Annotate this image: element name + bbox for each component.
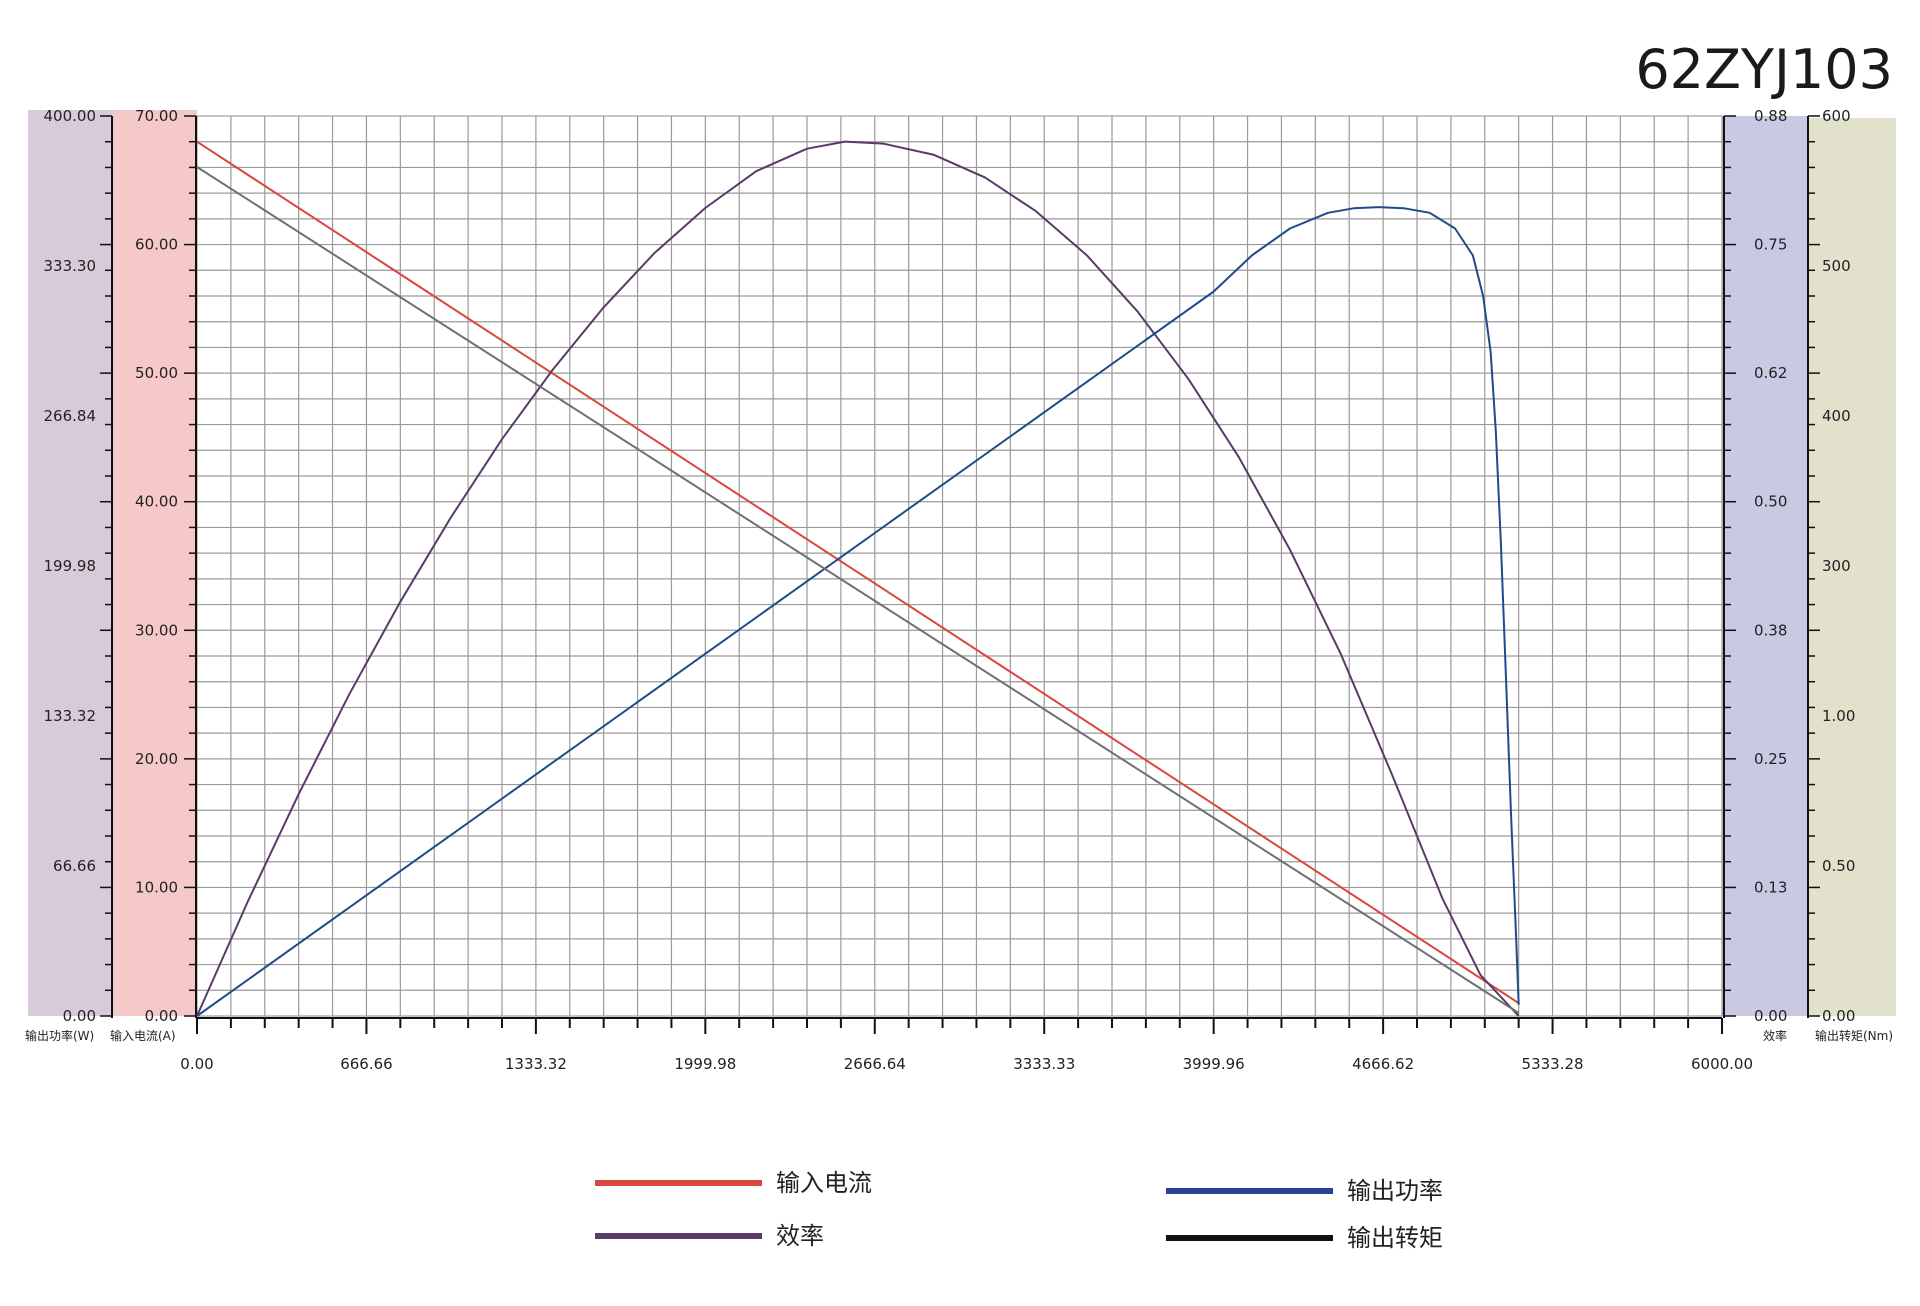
plot-area [196,115,1723,1017]
torque-axis-band [1808,118,1896,1016]
efficiency-tick-label: 0.62 [1754,364,1787,382]
power-tick-label: 199.98 [44,557,97,575]
power-tick-label: 266.84 [44,407,97,425]
x-tick-label: 4666.62 [1352,1055,1414,1073]
torque-axis-title: 输出转矩(Nm) [1815,1028,1893,1043]
series-line-torque [196,166,1520,1014]
current-tick-label: 40.00 [135,493,178,511]
current-tick-label: 70.00 [135,107,178,125]
current-tick-label: 10.00 [135,878,178,896]
efficiency-tick-label: 0.50 [1754,493,1787,511]
legend-label: 输出功率 [1347,1177,1443,1205]
series-line-efficiency [196,140,1520,1017]
power-axis-title: 输出功率(W) [25,1028,94,1043]
power-axis-band [28,110,114,1016]
efficiency-tick-label: 0.88 [1754,107,1787,125]
current-tick-label: 50.00 [135,364,178,382]
x-tick-label: 1333.32 [505,1055,567,1073]
power-tick-label: 66.66 [53,857,96,875]
efficiency-tick-label: 0.13 [1754,878,1787,896]
power-tick-label: 0.00 [63,1007,96,1025]
x-tick-label: 0.00 [180,1055,213,1073]
efficiency-tick-label: 0.25 [1754,750,1787,768]
current-axis-title: 输入电流(A) [110,1028,176,1043]
power-tick-label: 333.30 [44,257,97,275]
current-axis-band [114,110,197,1016]
torque-tick-label: 500 [1822,257,1851,275]
current-tick-label: 30.00 [135,621,178,639]
x-tick-label: 3999.96 [1183,1055,1245,1073]
efficiency-axis-band [1722,116,1808,1016]
torque-tick-label: 400 [1822,407,1851,425]
legend-item: 输出转矩 [1166,1224,1443,1252]
torque-tick-label: 0.00 [1822,1007,1855,1025]
torque-tick-label: 1.00 [1822,707,1855,725]
legend-label: 输出转矩 [1347,1224,1443,1252]
chart-title: 62ZYJ103 [1635,38,1893,101]
x-tick-label: 666.66 [340,1055,393,1073]
legend-label: 输入电流 [776,1169,872,1197]
legend-item: 效率 [595,1222,824,1250]
efficiency-tick-label: 0.75 [1754,236,1787,254]
series-line-power [196,206,1520,1017]
x-tick-label: 3333.33 [1013,1055,1075,1073]
x-tick-label: 2666.64 [844,1055,906,1073]
x-tick-label: 6000.00 [1691,1055,1753,1073]
legend-item: 输出功率 [1166,1177,1443,1205]
efficiency-axis-title: 效率 [1763,1028,1787,1043]
torque-tick-label: 0.50 [1822,857,1855,875]
efficiency-tick-label: 0.38 [1754,621,1787,639]
x-tick-label: 5333.28 [1522,1055,1584,1073]
power-tick-label: 133.32 [44,707,97,725]
series-line-current [196,140,1520,1004]
legend-item: 输入电流 [595,1169,872,1197]
legend-label: 效率 [776,1222,824,1250]
power-tick-label: 400.00 [44,107,97,125]
current-tick-label: 60.00 [135,236,178,254]
torque-tick-label: 600 [1822,107,1851,125]
x-tick-label: 1999.98 [674,1055,736,1073]
efficiency-tick-label: 0.00 [1754,1007,1787,1025]
current-tick-label: 20.00 [135,750,178,768]
current-tick-label: 0.00 [145,1007,178,1025]
torque-tick-label: 300 [1822,557,1851,575]
grid [196,115,1723,1017]
